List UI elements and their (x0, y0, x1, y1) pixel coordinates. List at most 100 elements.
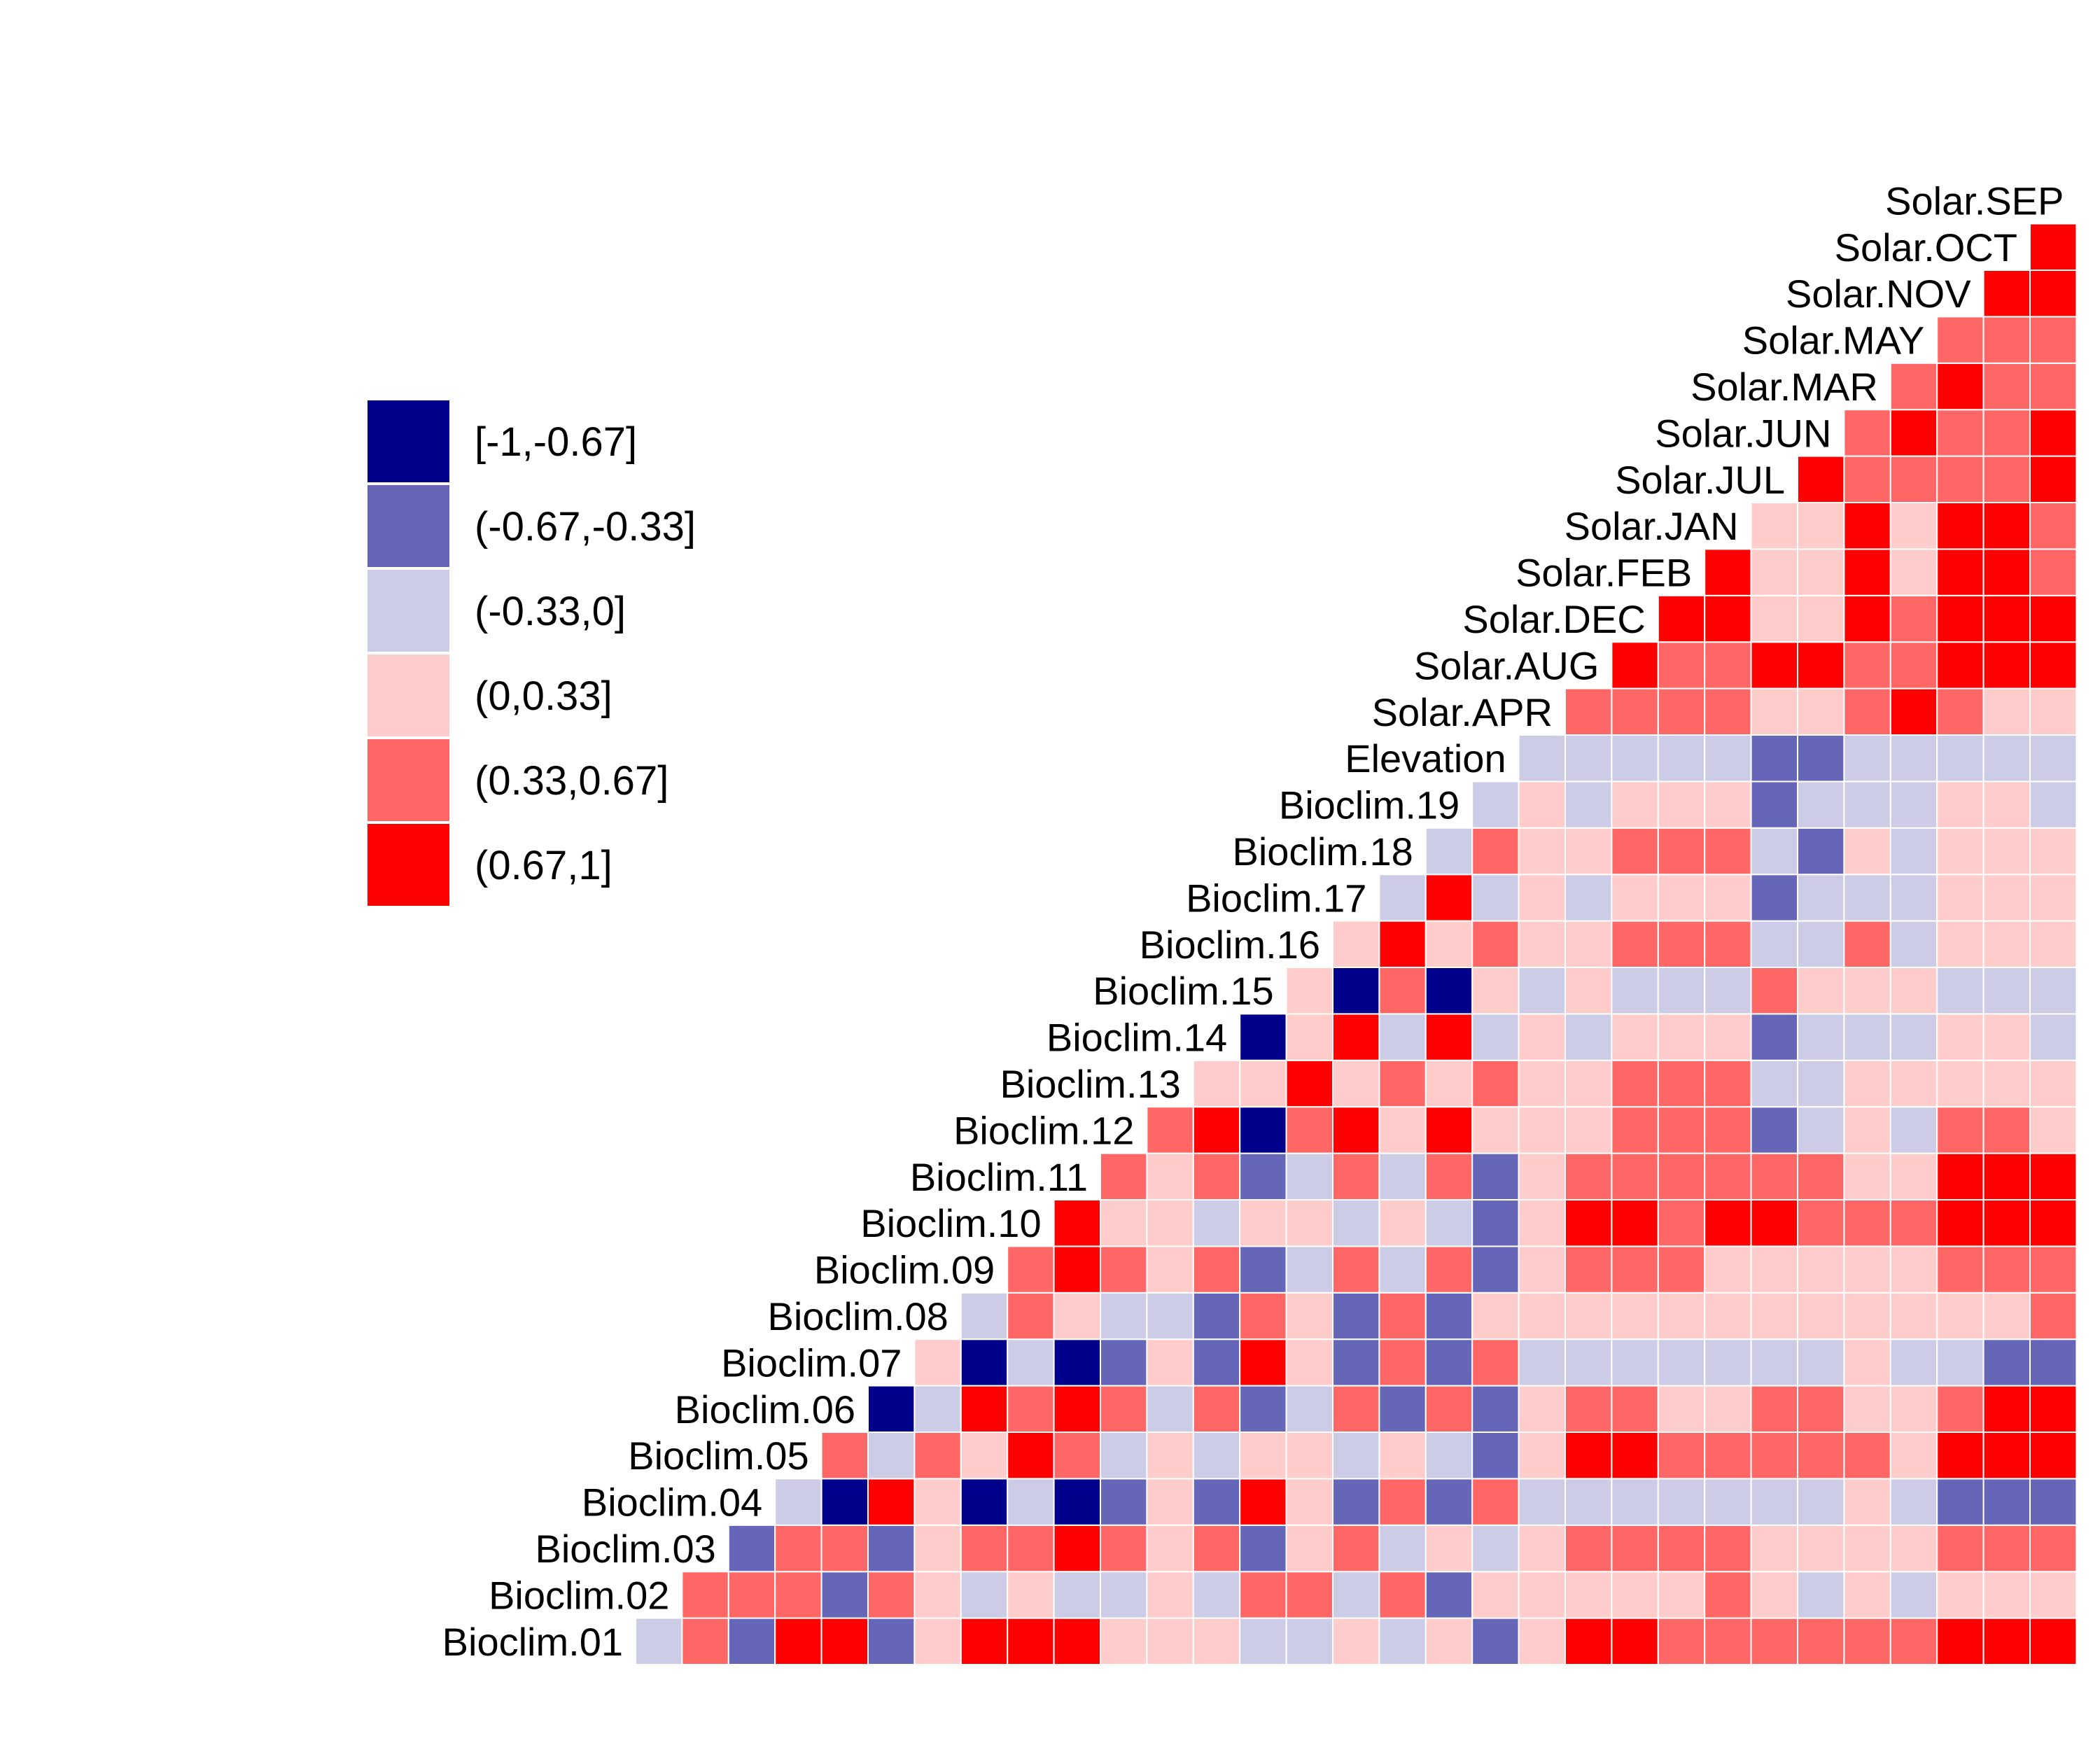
variable-label: Solar.NOV (1786, 272, 1971, 316)
heatmap-cell (1889, 1617, 1938, 1666)
heatmap-cell (1843, 1617, 1891, 1666)
variable-label: Bioclim.04 (582, 1480, 762, 1525)
heatmap-cell (727, 1524, 776, 1573)
heatmap-cell (774, 1571, 822, 1619)
heatmap-cell (1936, 827, 1984, 876)
heatmap-cell (1843, 1059, 1891, 1108)
heatmap-cell (1843, 1199, 1891, 1247)
heatmap-cell (1611, 641, 1659, 690)
heatmap-cell (1518, 1478, 1567, 1526)
heatmap-cell (2029, 1152, 2078, 1200)
heatmap-cell (1889, 1152, 1938, 1200)
heatmap-cell (1982, 920, 2031, 968)
heatmap-cell (2029, 1385, 2078, 1433)
heatmap-cell (1564, 967, 1613, 1015)
heatmap-cell (1100, 1292, 1148, 1340)
variable-label: Solar.JUN (1655, 411, 1831, 455)
heatmap-cell (1704, 967, 1752, 1015)
heatmap-cell (1704, 920, 1752, 968)
heatmap-cell (1564, 827, 1613, 876)
heatmap-cell (1657, 780, 1706, 829)
heatmap-cell (1797, 687, 1845, 736)
heatmap-cell (1239, 1338, 1287, 1387)
heatmap-cell (1332, 1245, 1380, 1294)
heatmap-cell (1982, 827, 2031, 876)
heatmap-cell (1564, 1292, 1613, 1340)
heatmap-cell (1378, 1478, 1427, 1526)
heatmap-cell (1611, 1385, 1659, 1433)
heatmap-cell (774, 1478, 822, 1526)
variable-label: Solar.FEB (1516, 551, 1692, 595)
heatmap-cell (1518, 1571, 1567, 1619)
heatmap-cell (2029, 1432, 2078, 1480)
heatmap-cell (1424, 1617, 1474, 1666)
heatmap-cell (1704, 1338, 1752, 1387)
heatmap-cell (1564, 1059, 1613, 1108)
heatmap-cell (1053, 1432, 1101, 1480)
heatmap-cell (1657, 1338, 1706, 1387)
heatmap-cell (1797, 1571, 1845, 1619)
heatmap-cell (1285, 1106, 1334, 1154)
heatmap-cell (1564, 734, 1613, 783)
heatmap-cell (1564, 1106, 1613, 1154)
heatmap-cell (1611, 967, 1659, 1015)
heatmap-cell (1611, 827, 1659, 876)
heatmap-cell (1564, 1385, 1613, 1433)
heatmap-cell (1192, 1292, 1241, 1340)
heatmap-cell (1704, 1245, 1752, 1294)
heatmap-cell (1518, 734, 1567, 783)
heatmap-cell (1750, 1524, 1799, 1573)
heatmap-cell (960, 1432, 1009, 1480)
heatmap-cell (1797, 1245, 1845, 1294)
heatmap-cell (1285, 1199, 1334, 1247)
heatmap-cell (1704, 734, 1752, 783)
heatmap-cell (1889, 1571, 1938, 1619)
heatmap-cell (1471, 1059, 1520, 1108)
heatmap-cell (1750, 1338, 1799, 1387)
heatmap-cell (1936, 1152, 1984, 1200)
heatmap-cell (1100, 1524, 1148, 1573)
heatmap-cell (1750, 1571, 1799, 1619)
heatmap-cell (1936, 1385, 1984, 1433)
heatmap-cell (1146, 1524, 1194, 1573)
heatmap-cell (1100, 1245, 1148, 1294)
heatmap-cell (1378, 1617, 1427, 1666)
heatmap-cell (1100, 1199, 1148, 1247)
variable-label: Bioclim.15 (1093, 969, 1273, 1013)
heatmap-cell (1657, 1059, 1706, 1108)
variable-label: Solar.APR (1372, 690, 1553, 734)
heatmap-cell (1611, 1338, 1659, 1387)
heatmap-cell (635, 1617, 683, 1666)
heatmap-cell (1936, 920, 1984, 968)
heatmap-cell (867, 1524, 916, 1573)
heatmap-cell (1100, 1571, 1148, 1619)
heatmap-cell (1285, 967, 1334, 1015)
heatmap-cell (1843, 1478, 1891, 1526)
heatmap-cell (1750, 1106, 1799, 1154)
heatmap-cell (1100, 1478, 1148, 1526)
legend-label: [-1,-0.67] (475, 419, 638, 465)
heatmap-cell (1750, 1478, 1799, 1526)
heatmap-cell (1843, 1292, 1891, 1340)
heatmap-cell (1797, 455, 1845, 503)
heatmap-cell (1982, 1152, 2031, 1200)
heatmap-cell (820, 1617, 869, 1666)
heatmap-cell (1192, 1059, 1241, 1108)
heatmap-cell (1843, 1013, 1891, 1061)
heatmap-cell (1889, 1106, 1938, 1154)
heatmap-cell (1239, 1571, 1287, 1619)
heatmap-cell (1704, 874, 1752, 922)
heatmap-cell (1797, 548, 1845, 596)
heatmap-cell (1797, 734, 1845, 783)
heatmap-cell (2029, 362, 2078, 411)
heatmap-cell (1750, 827, 1799, 876)
heatmap-cell (1889, 780, 1938, 829)
heatmap-cell (1239, 1617, 1287, 1666)
heatmap-cell (1657, 1385, 1706, 1433)
heatmap-cell (1564, 780, 1613, 829)
heatmap-cell (1424, 920, 1474, 968)
heatmap-cell (1053, 1385, 1101, 1433)
heatmap-cell (1797, 827, 1845, 876)
heatmap-cell (1704, 1478, 1752, 1526)
heatmap-cell (1936, 1245, 1984, 1294)
